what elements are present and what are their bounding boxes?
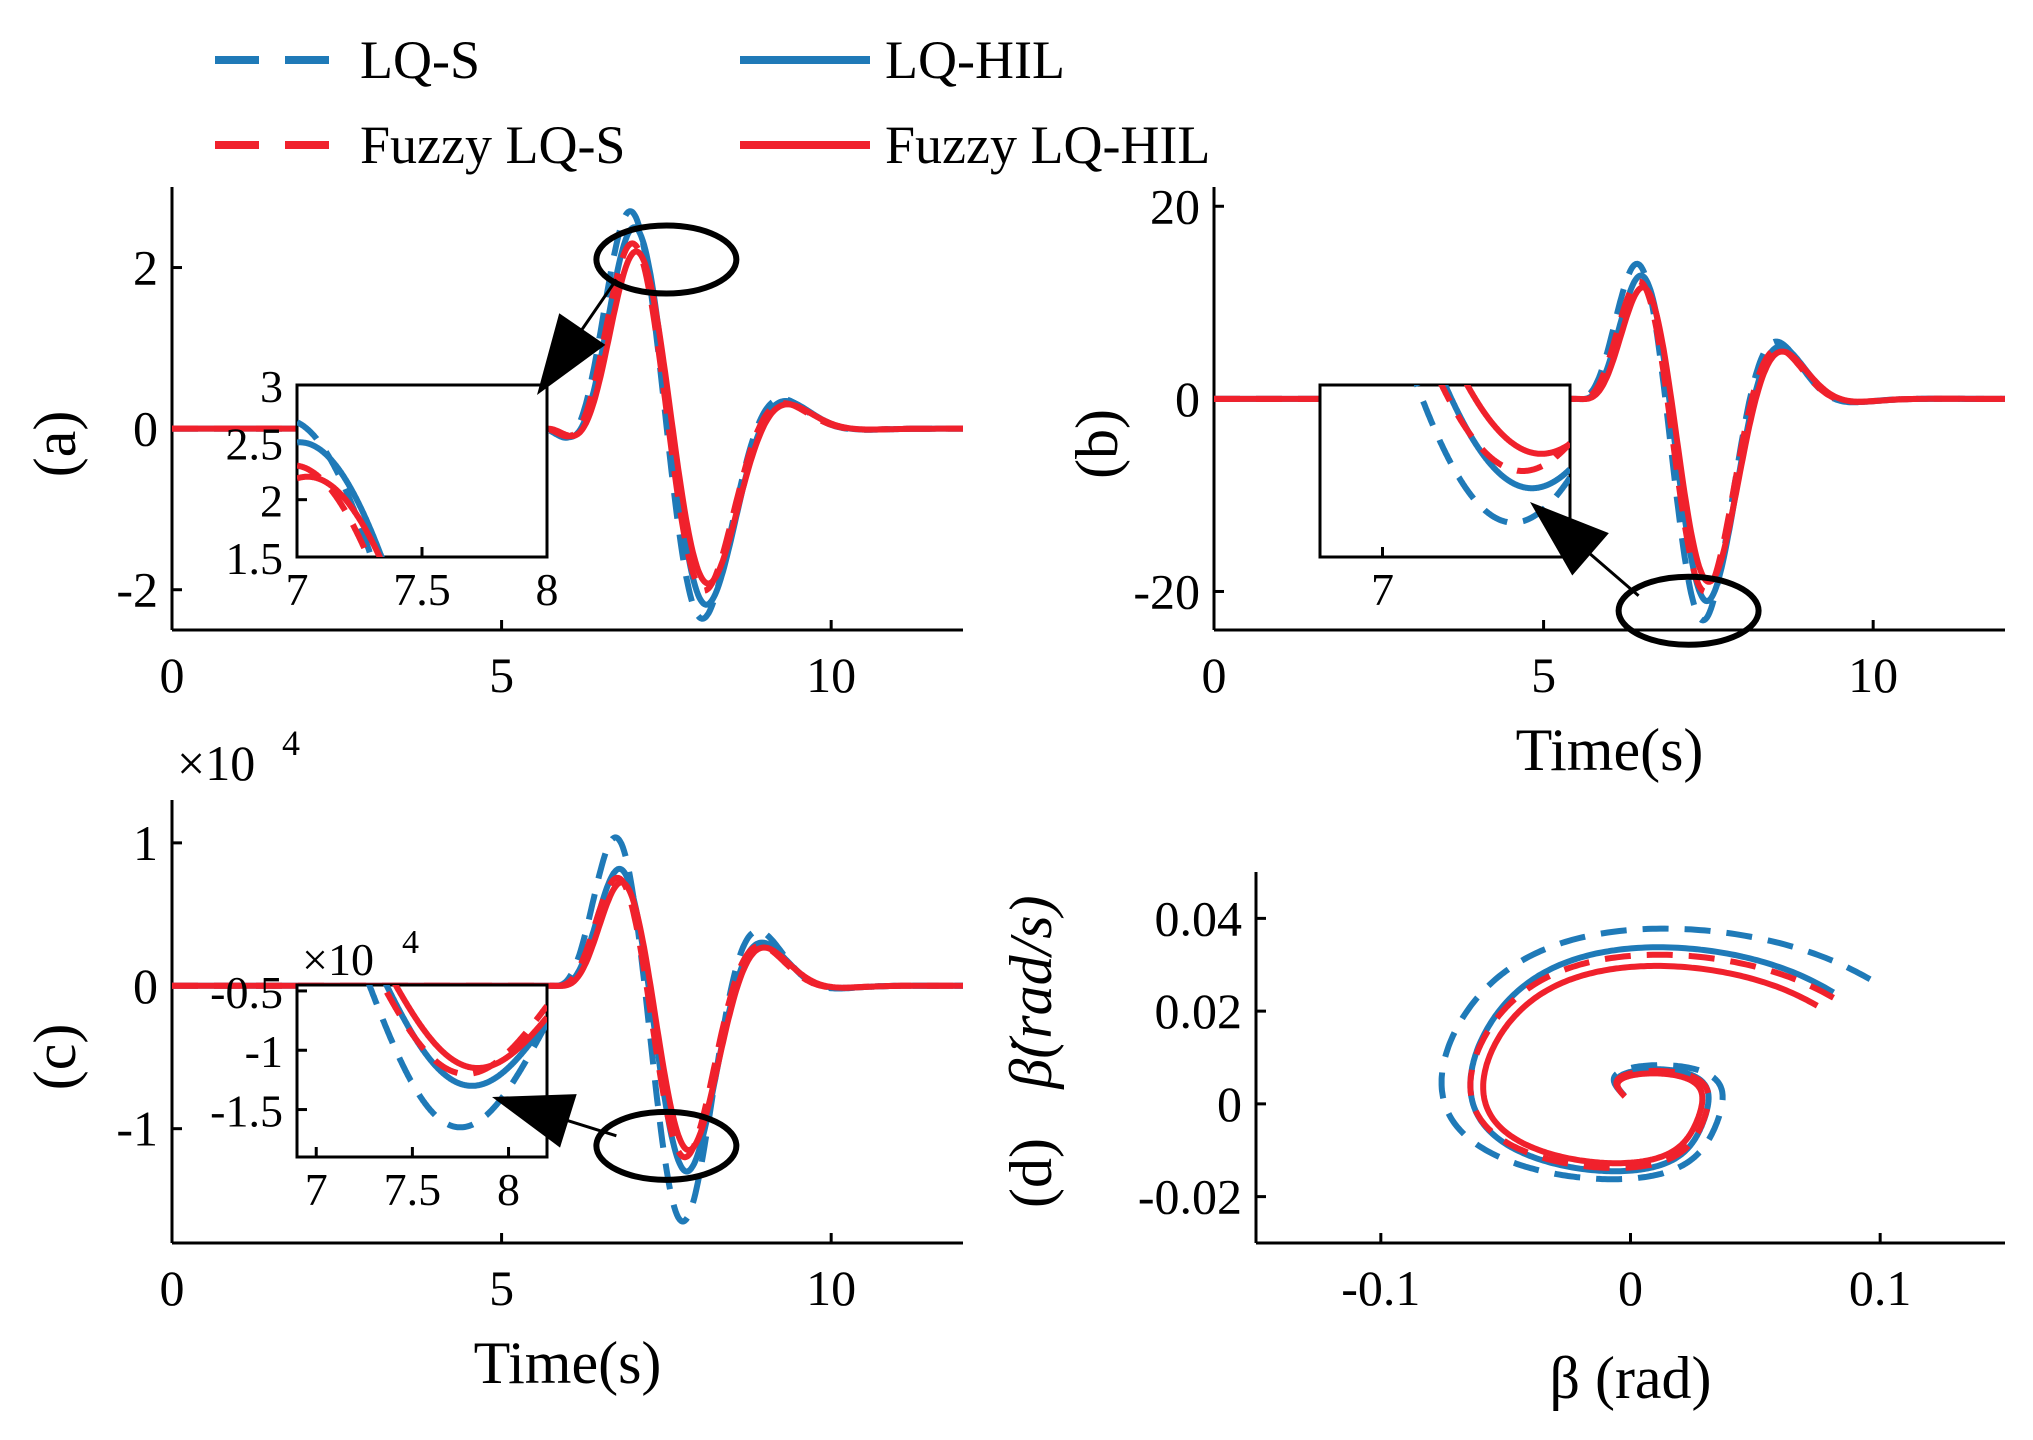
y-tick-label: 0 bbox=[1175, 371, 1200, 427]
series-line-lq-hil bbox=[297, 439, 385, 557]
y-tick-label: 0 bbox=[1217, 1076, 1242, 1132]
y-tick-label: 0.02 bbox=[1155, 983, 1243, 1039]
y-tick-label: 2 bbox=[133, 240, 158, 296]
y-tick-label: -0.02 bbox=[1138, 1169, 1242, 1225]
x-tick-label: 5 bbox=[489, 1260, 514, 1316]
y-tick-label: 1 bbox=[133, 815, 158, 871]
x-axis-label: Time(s) bbox=[1516, 717, 1704, 783]
x-tick-label: 7 bbox=[286, 564, 309, 615]
x-tick-label: 8 bbox=[536, 564, 559, 615]
phase-line-lq-hil bbox=[1467, 944, 1836, 1175]
series-line-fuzzy-lq-hil bbox=[1463, 385, 1570, 457]
series-line-fuzzy-lq-s bbox=[1438, 385, 1570, 474]
x-tick-label: 0.1 bbox=[1849, 1260, 1912, 1316]
series-line-fuzzy-lq-s bbox=[379, 985, 547, 1077]
x-tick-label: -0.1 bbox=[1341, 1260, 1420, 1316]
inset-c: 7 7.5 8 -1.5 -1 -0.5 ×10 4 bbox=[210, 924, 549, 1215]
series-line-fuzzy-lq-s bbox=[172, 240, 963, 594]
series-line-fuzzy-lq-hil bbox=[297, 473, 384, 557]
y-axis-label: β̇(rad/s) bbox=[998, 895, 1064, 1089]
series-line-lq-s bbox=[1413, 385, 1570, 526]
series-line-lq-hil bbox=[1441, 385, 1570, 492]
panel-c: 0 5 10 -1 0 1 (c) Time(s) ×10 4 7 7.5 8 -1.5 -1 -0.5 ×10… bbox=[22, 723, 963, 1396]
inset-exponent-label: ×10 bbox=[302, 934, 374, 985]
x-tick-label: 10 bbox=[806, 647, 856, 703]
y-tick-label: -2 bbox=[116, 562, 158, 618]
series-line-fuzzy-lq-hil bbox=[172, 248, 963, 587]
zoom-arrow-head bbox=[537, 313, 606, 395]
inset-a: 7 7.5 8 1.5 2 2.5 3 bbox=[226, 361, 559, 615]
inset-b: 7 bbox=[1318, 383, 1572, 615]
phase-line-fuzzy-lq-hil bbox=[1480, 962, 1819, 1167]
x-tick-label: 7.5 bbox=[384, 1164, 442, 1215]
series-line-lq-s bbox=[172, 834, 963, 1225]
exponent-label: ×10 bbox=[177, 735, 255, 791]
y-tick-label: 0 bbox=[133, 401, 158, 457]
y-tick-label: 3 bbox=[260, 361, 283, 412]
y-tick-label: 2 bbox=[260, 476, 283, 527]
y-tick-label: 2.5 bbox=[226, 418, 284, 469]
x-tick-label: 0 bbox=[1202, 647, 1227, 703]
panel-label: (c) bbox=[22, 1024, 88, 1091]
y-tick-label: -1 bbox=[116, 1101, 158, 1157]
y-tick-label: 20 bbox=[1150, 178, 1200, 234]
series-line-lq-s bbox=[172, 208, 963, 622]
legend-label-lq-hil: LQ-HIL bbox=[885, 30, 1065, 90]
zoom-arrow-head bbox=[1530, 502, 1609, 576]
x-tick-label: 8 bbox=[497, 1164, 520, 1215]
y-tick-label: -1.5 bbox=[210, 1086, 283, 1137]
y-tick-label: 0 bbox=[133, 958, 158, 1014]
x-tick-label: 7 bbox=[305, 1164, 328, 1215]
zoom-ellipse bbox=[593, 1108, 740, 1183]
inset-frame bbox=[295, 983, 549, 1159]
exponent-value: 4 bbox=[282, 723, 300, 763]
x-tick-label: 0 bbox=[160, 647, 185, 703]
phase-line-lq-s bbox=[1438, 925, 1872, 1183]
series-line-fuzzy-lq-hil bbox=[392, 985, 547, 1071]
y-tick-label: 0.04 bbox=[1155, 890, 1243, 946]
x-tick-label: 7 bbox=[1371, 564, 1394, 615]
inset-exponent-value: 4 bbox=[402, 924, 419, 961]
x-tick-label: 5 bbox=[1531, 647, 1556, 703]
panel-a: 0 5 10-202(a)7 7.5 81.522.53 bbox=[22, 187, 963, 703]
y-tick-label: 1.5 bbox=[226, 533, 284, 584]
x-tick-label: 10 bbox=[806, 1260, 856, 1316]
panel-label: (a) bbox=[22, 411, 88, 478]
legend-label-fuzzy-lq-s: Fuzzy LQ-S bbox=[360, 115, 625, 175]
x-tick-label: 5 bbox=[489, 647, 514, 703]
zoom-ellipse bbox=[593, 222, 740, 297]
x-axis-label: β (rad) bbox=[1549, 1345, 1711, 1411]
series-line-lq-hil bbox=[172, 224, 963, 608]
y-tick-label: -1 bbox=[245, 1026, 283, 1077]
panel-d: -0.1 0 0.1 -0.02 0 0.02 0.04 β (rad) (d) β̇(rad/s… bbox=[998, 872, 2005, 1411]
series-line-lq-s bbox=[366, 985, 547, 1131]
x-tick-label: 0 bbox=[160, 1260, 185, 1316]
x-axis-label: Time(s) bbox=[474, 1330, 662, 1396]
zoom-ellipse bbox=[1615, 573, 1762, 648]
series-line-fuzzy-lq-s bbox=[297, 462, 372, 557]
series-line-lq-hil bbox=[172, 865, 963, 1175]
y-tick-label: -0.5 bbox=[210, 967, 283, 1018]
legend-label-fuzzy-lq-hil: Fuzzy LQ-HIL bbox=[885, 115, 1210, 175]
y-tick-label: -20 bbox=[1133, 563, 1200, 619]
x-tick-label: 0 bbox=[1618, 1260, 1643, 1316]
legend: LQ-S LQ-HIL Fuzzy LQ-S Fuzzy LQ-HIL bbox=[215, 30, 1210, 175]
panel-label: (d) bbox=[998, 1138, 1064, 1208]
x-tick-label: 10 bbox=[1848, 647, 1898, 703]
x-tick-label: 7.5 bbox=[393, 564, 451, 615]
panel-label: (b) bbox=[1064, 409, 1130, 479]
zoom-arrow-head bbox=[492, 1094, 577, 1148]
legend-label-lq-s: LQ-S bbox=[360, 30, 480, 90]
